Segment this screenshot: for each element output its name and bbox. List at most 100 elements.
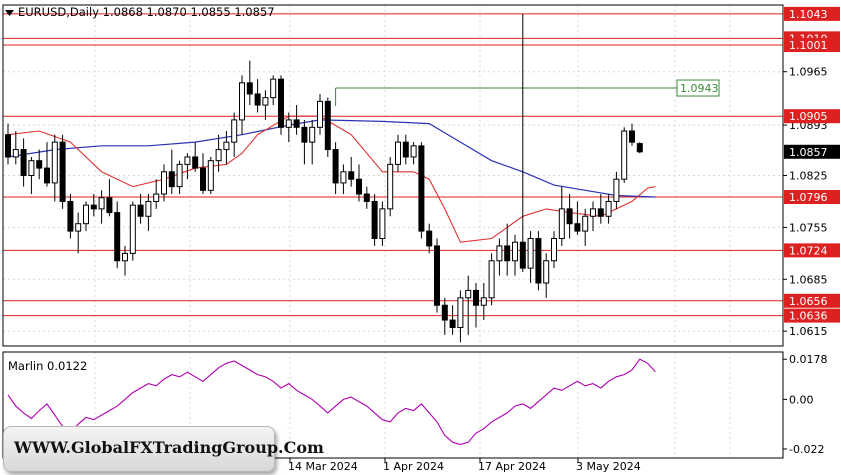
candle-bear	[44, 167, 50, 184]
level-badge-label: 1.0656	[789, 295, 828, 308]
candle-bear	[5, 134, 11, 158]
candle-bull	[551, 238, 557, 262]
candle-bull	[590, 208, 596, 217]
candle-bull	[176, 163, 183, 188]
candle-bull	[83, 204, 89, 225]
oscillator-panel	[7, 358, 656, 446]
level-badge-label: 1.0724	[789, 244, 828, 257]
candle-bull	[317, 100, 323, 128]
candle-bear	[246, 82, 253, 95]
level-badge	[784, 243, 840, 258]
candle-bull	[223, 141, 230, 151]
x-tick-label: 1 Apr 2024	[383, 460, 444, 473]
candle-bear	[67, 200, 74, 232]
candle-bear	[278, 78, 284, 128]
ma-slow-line	[7, 119, 656, 198]
candle-bear	[254, 93, 261, 106]
candle-bull	[543, 260, 550, 284]
candle-bull	[387, 163, 394, 210]
level-badge	[784, 308, 840, 323]
candle-bull	[161, 171, 167, 195]
level-badge	[784, 293, 840, 308]
candle-bear	[629, 130, 635, 143]
candle-bull	[558, 208, 565, 240]
candle-bull	[488, 260, 495, 299]
candle-bear	[473, 289, 479, 306]
candle-bull	[527, 238, 534, 269]
target-level	[335, 87, 677, 107]
candle-bull	[512, 241, 518, 262]
y-tick-label: 1.0755	[789, 221, 828, 234]
osc-y-tick-label: 0.0178	[789, 353, 828, 366]
candle-bear	[535, 238, 542, 284]
level-badge-label: 1.0636	[789, 310, 828, 323]
candle-bull	[231, 119, 238, 143]
current-price-label: 1.0857	[789, 146, 828, 159]
x-tick-label: 14 Mar 2024	[288, 460, 358, 473]
candle-bear	[434, 245, 440, 306]
level-badge	[784, 189, 840, 204]
candle-bull	[207, 160, 214, 191]
level-badge	[784, 38, 840, 53]
candle-bear	[441, 304, 448, 321]
candle-bear	[114, 212, 121, 262]
candle-bull	[51, 141, 58, 184]
candle-bull	[28, 160, 35, 177]
candle-bear	[426, 230, 433, 247]
y-tick-label: 1.0685	[789, 273, 828, 286]
y-tick-label: 1.0615	[789, 325, 828, 338]
watermark: WWW.GlobalFXTradingGroup.Com	[3, 426, 324, 472]
candle-bear	[418, 145, 425, 232]
candle-bear	[356, 178, 362, 195]
candle-bull	[145, 200, 152, 217]
candle-bear	[402, 141, 409, 158]
osc-y-tick-label: 0.00	[789, 393, 814, 406]
watermark-text: WWW.GlobalFXTradingGroup.Com	[14, 438, 324, 457]
candle-bull	[379, 208, 386, 240]
candle-bear	[106, 197, 113, 214]
candle-bull	[98, 197, 105, 210]
y-tick-label: 1.0965	[789, 66, 828, 79]
candle-bull	[340, 171, 347, 184]
moving-averages	[7, 115, 656, 243]
candle-bear	[90, 204, 97, 210]
ma-fast-line	[7, 115, 656, 243]
candle-bull	[410, 145, 417, 158]
candle-bull	[496, 245, 503, 262]
level-badge	[784, 6, 840, 21]
target-badge	[676, 79, 720, 97]
candle-bull	[12, 149, 19, 158]
candle-bear	[566, 208, 573, 225]
candle-bull	[239, 82, 245, 121]
candle-bear	[332, 149, 339, 184]
candle-bull	[184, 156, 191, 165]
candle-bear	[636, 143, 643, 153]
candle-bull	[262, 97, 269, 106]
candle-bull	[605, 200, 612, 217]
level-badge-label: 1.0796	[789, 191, 828, 204]
candle-bear	[363, 193, 370, 202]
current-price-badge	[784, 144, 840, 159]
candle-bear	[504, 245, 511, 262]
candle-bear	[574, 223, 581, 232]
level-badge-label: 1.1001	[789, 39, 828, 52]
level-badge	[784, 109, 840, 124]
candle-bull	[621, 130, 628, 180]
candle-bull	[153, 193, 160, 202]
candle-bull	[129, 204, 136, 254]
symbol-dropdown-icon[interactable]	[5, 10, 14, 16]
candle-bull	[285, 119, 292, 128]
level-badge-label: 1.0905	[789, 110, 828, 123]
axes: 1.09651.08931.08251.07551.06851.06151.10…	[288, 6, 840, 473]
target-badge-label: 1.0943	[680, 82, 719, 95]
x-tick-label: 17 Apr 2024	[478, 460, 546, 473]
candle-bear	[597, 208, 604, 217]
candle-bear	[59, 141, 66, 202]
candle-bear	[200, 167, 206, 191]
candle-bear	[371, 200, 378, 240]
level-badge-label: 1.1043	[789, 8, 828, 21]
candle-bear	[519, 241, 526, 269]
candle-bull	[270, 78, 277, 99]
candle-bull	[215, 149, 222, 162]
